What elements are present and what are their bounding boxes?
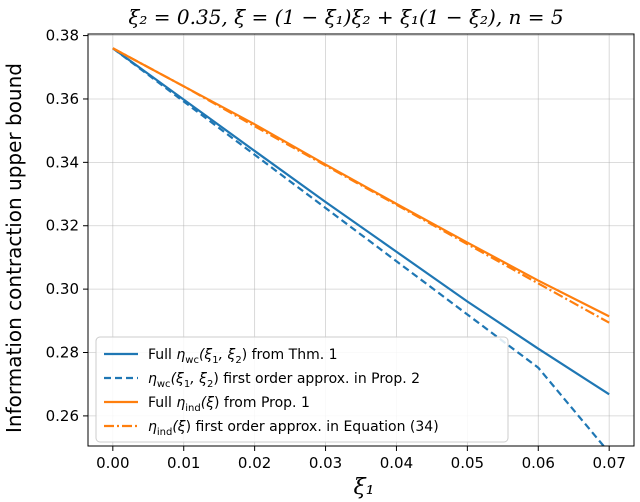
y-tick-label: 0.36 <box>46 90 79 108</box>
y-tick-label: 0.26 <box>46 407 79 425</box>
y-tick-label: 0.30 <box>46 280 79 298</box>
legend-label-part: wc <box>185 355 199 366</box>
legend-label-1: Full ηwc(ξ1, ξ2) from Thm. 1 <box>148 347 338 366</box>
legend-label-2: ηwc(ξ1, ξ2) first order approx. in Prop.… <box>148 371 420 390</box>
legend-label-part: η <box>176 395 185 411</box>
legend-label-part: (ξ <box>199 347 212 363</box>
legend-label-part: Full <box>148 347 176 363</box>
legend-label-part: η <box>176 347 185 363</box>
x-tick-label: 0.01 <box>167 454 200 472</box>
legend-label-4: ηind(ξ) first order approx. in Equation … <box>148 419 439 438</box>
legend-label-part: η <box>148 419 157 435</box>
x-axis-label: ξ₁ <box>354 475 375 500</box>
legend-label-part: ) from Prop. 1 <box>214 395 310 411</box>
x-tick-label: 0.04 <box>380 454 413 472</box>
legend-label-part: (ξ <box>201 395 214 411</box>
x-tick-label: 0.02 <box>238 454 271 472</box>
x-tick-label: 0.00 <box>96 454 129 472</box>
legend-label-part: ind <box>185 403 200 414</box>
series-line-2 <box>112 47 606 446</box>
legend-label-part: (ξ <box>172 419 185 435</box>
legend-label-part: 1 <box>184 379 190 390</box>
legend-label-part: 2 <box>235 355 241 366</box>
y-tick-label: 0.32 <box>46 217 79 235</box>
y-tick-label: 0.34 <box>46 153 79 171</box>
legend-label-part: ) first order approx. in Prop. 2 <box>213 371 420 387</box>
legend-label-part: ind <box>157 427 172 438</box>
legend-label-part: η <box>148 371 157 387</box>
y-tick-label: 0.38 <box>46 27 79 45</box>
axes-frame <box>87 33 635 447</box>
legend-label-part: , ξ <box>190 371 207 387</box>
series-line-4 <box>112 47 610 324</box>
x-tick-label: 0.05 <box>451 454 484 472</box>
legend-label-part: (ξ <box>171 371 184 387</box>
legend-label-part: 1 <box>212 355 218 366</box>
legend-label-part: wc <box>157 379 171 390</box>
plot-area: 0.00 0.01 0.02 0.03 0.04 0.05 0.06 0.07 0.26 0.28… <box>46 27 635 472</box>
y-tick-label: 0.28 <box>46 344 79 362</box>
legend-label-3: Full ηind(ξ) from Prop. 1 <box>148 395 310 414</box>
legend-label-part: Full <box>148 395 176 411</box>
series-line-1 <box>112 47 610 396</box>
x-tick-label: 0.06 <box>522 454 555 472</box>
legend-label-part: , ξ <box>219 347 236 363</box>
x-tick-label: 0.03 <box>309 454 342 472</box>
legend-label-part: 2 <box>207 379 213 390</box>
y-axis-label: Information contraction upper bound <box>2 63 26 433</box>
legend-label-part: ) first order approx. in Equation (34) <box>186 419 439 435</box>
x-tick-label: 0.07 <box>592 454 625 472</box>
legend-label-part: ) from Thm. 1 <box>242 347 338 363</box>
chart-title: ξ₂ = 0.35, ξ = (1 − ξ₁)ξ₂ + ξ₁(1 − ξ₂), … <box>128 5 563 29</box>
legend-box <box>95 336 509 443</box>
